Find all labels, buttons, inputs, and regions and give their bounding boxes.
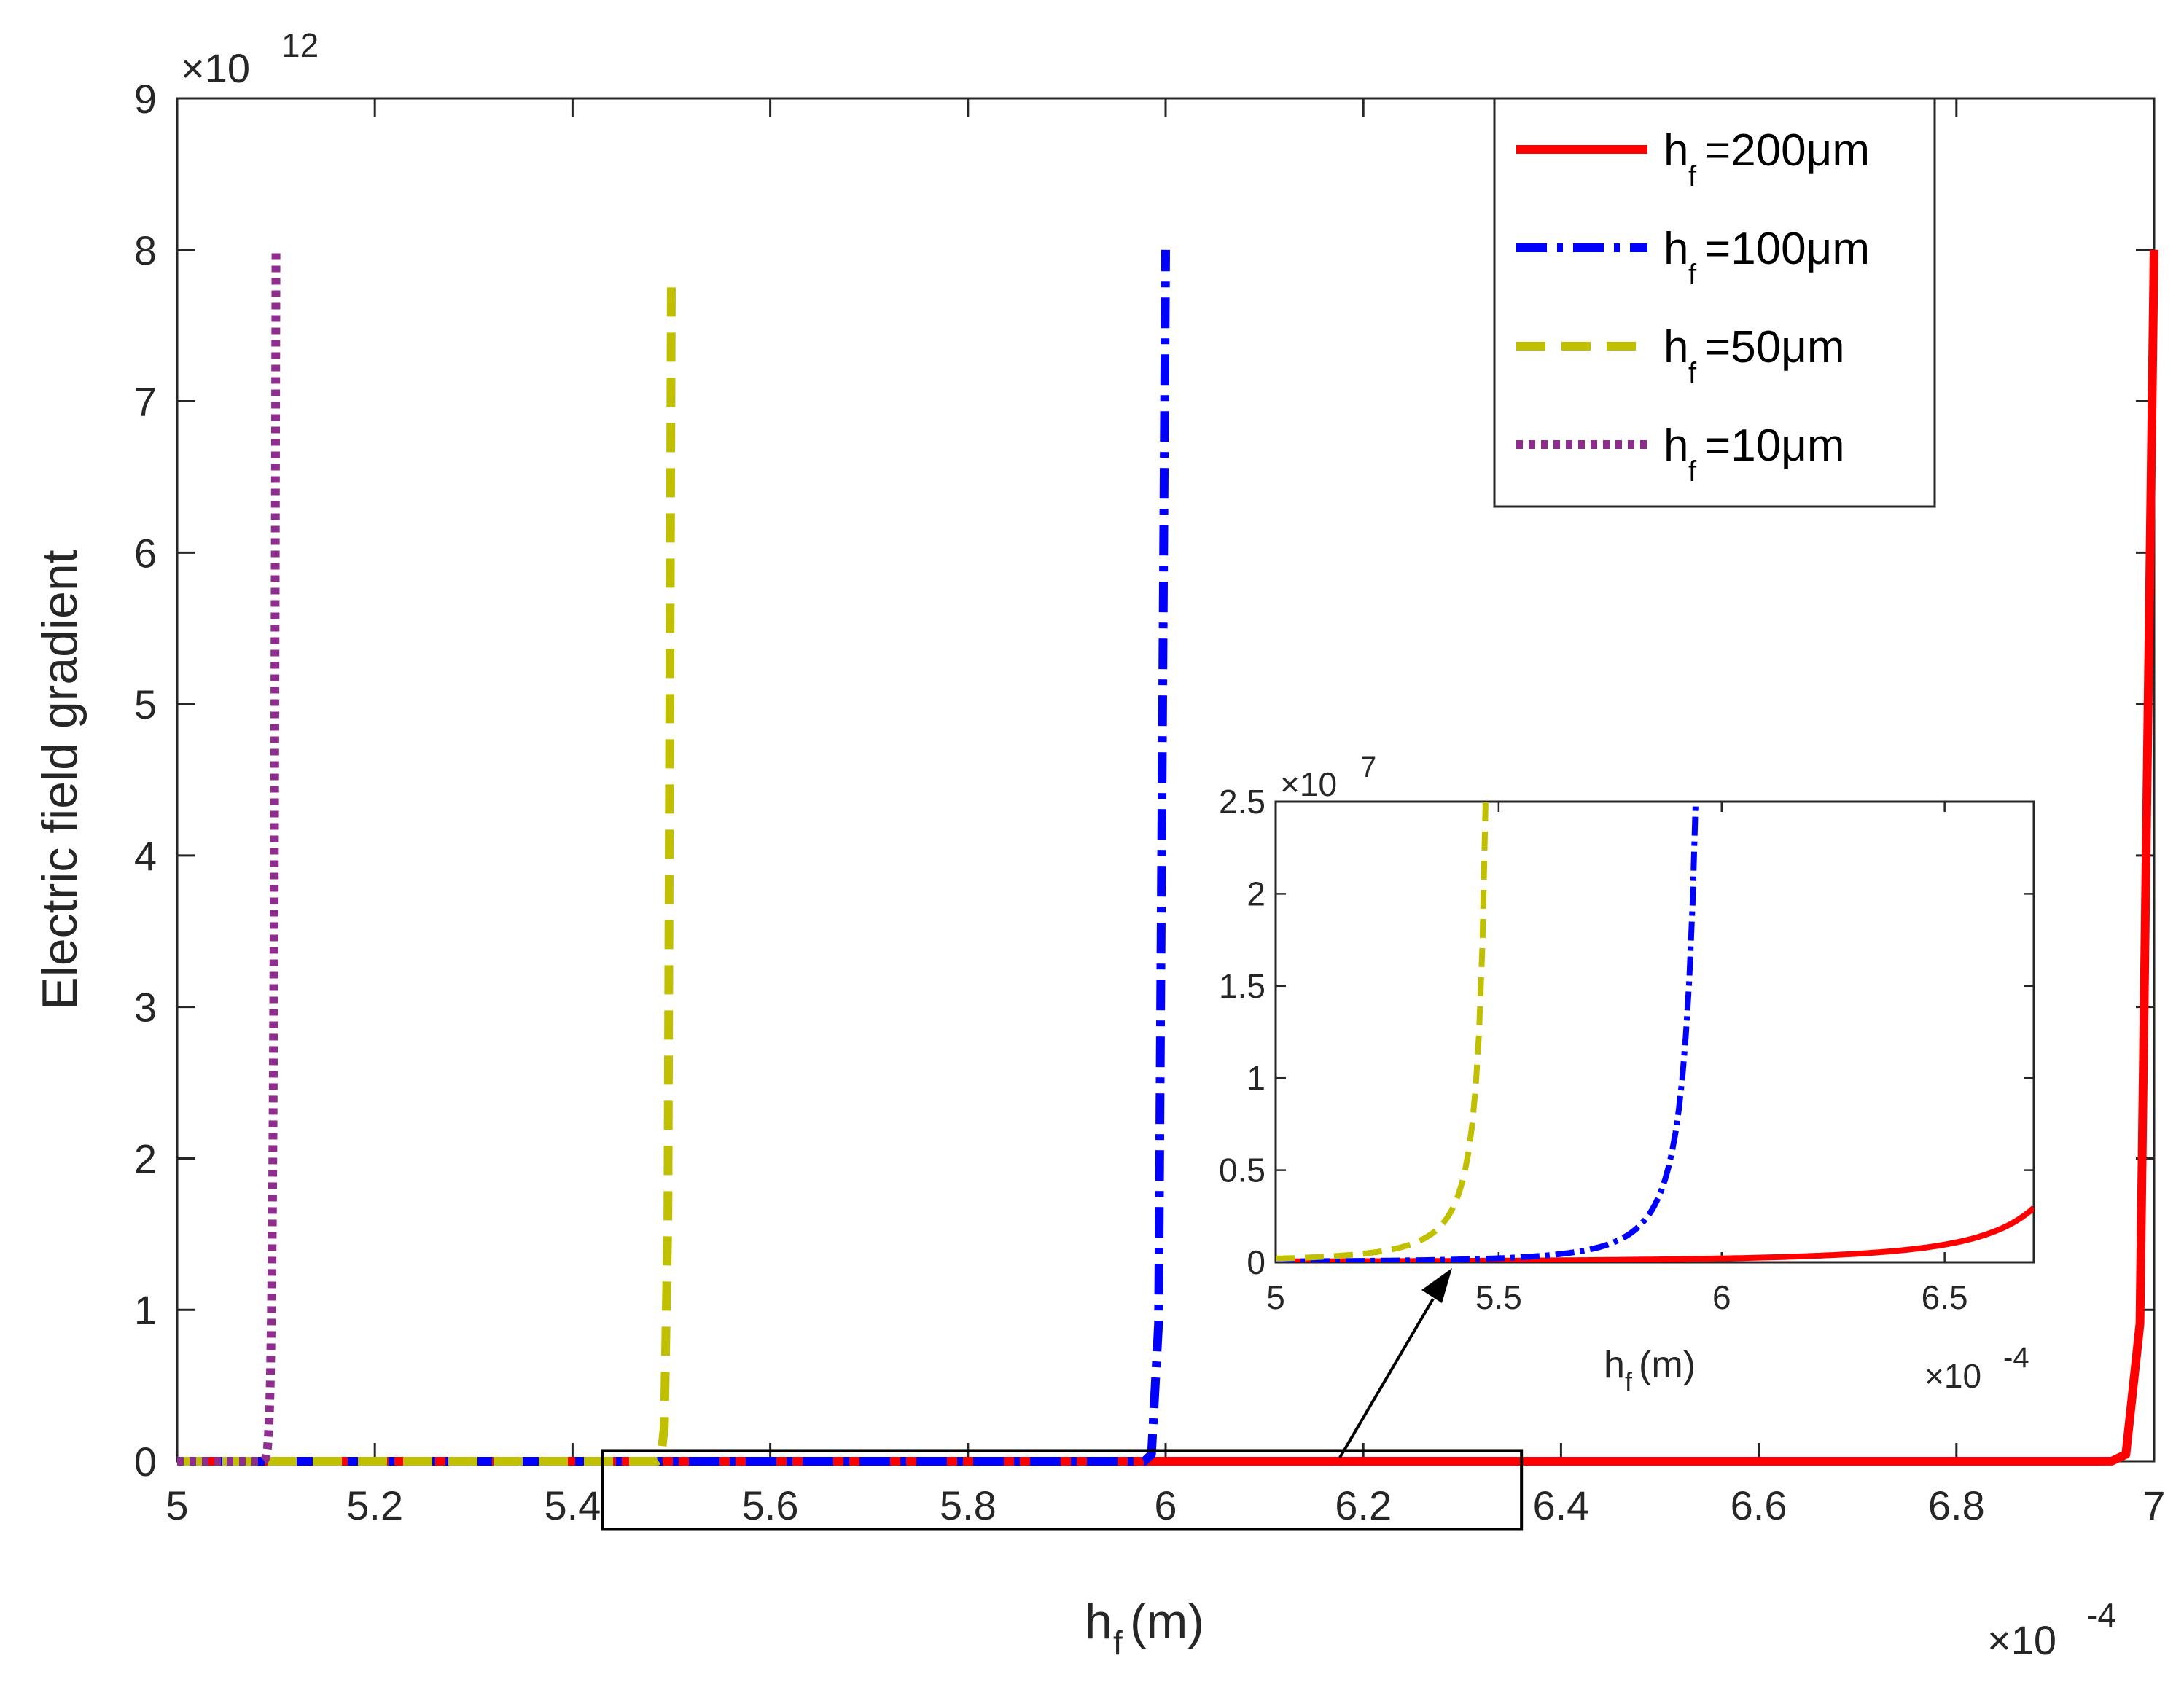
svg-text:h: h [1664,224,1688,274]
inset-y-tick-label: 1.5 [1219,967,1265,1005]
svg-text:=100μm: =100μm [1704,224,1870,274]
main-x-tick-label: 6.2 [1335,1482,1392,1528]
svg-text:h: h [1085,1594,1112,1649]
legend-box [1493,97,1936,508]
main-y-tick-label: 3 [134,985,157,1031]
svg-text:=10μm: =10μm [1704,421,1845,471]
main-y-tick-label: 9 [134,76,157,122]
inset-chart: 5 5.5 6 6.5 0 0.5 1 1.5 2 2.5 ×10 7 ×10 -4 h f (m… [1219,751,2035,1396]
inset-y-tick-label: 0.5 [1219,1152,1265,1189]
main-series-line-1 [177,249,1170,1466]
legend-label-2: hf=50μm [1664,322,1845,389]
main-x-tick-label: 5 [165,1482,188,1528]
inset-x-tick-label: 6.5 [1922,1278,1968,1316]
main-series-line-2 [176,280,676,1466]
svg-text:h: h [1604,1344,1625,1386]
inset-y-tick-label: 0 [1247,1243,1265,1281]
main-x-tick-label: 5.2 [346,1482,403,1528]
main-y-tick-label: 5 [134,681,157,727]
main-x-tick-label: 5.4 [544,1482,601,1528]
main-x-tick-label: 6.6 [1731,1482,1787,1528]
main-x-tick-label: 6 [1154,1482,1177,1528]
inset-series-lines [1276,802,2034,1262]
svg-text:×10: ×10 [1987,1617,2056,1663]
main-x-tick-label: 5.6 [742,1482,799,1528]
main-x-tick-label: 6.4 [1532,1482,1589,1528]
svg-text:f: f [1688,160,1697,192]
legend-label-1: hf=100μm [1664,224,1870,291]
inset-y-tick-label: 1 [1247,1059,1265,1097]
svg-text:7: 7 [1360,751,1376,783]
inset-y-tick-label: 2 [1247,875,1265,912]
inset-y-exponent: ×10 7 [1280,751,1376,803]
inset-series-line-2 [1276,802,1489,1262]
inset-x-exponent: ×10 -4 [1924,1342,2029,1395]
zoom-region-box [601,1449,1524,1531]
main-y-tick-label: 2 [134,1135,157,1181]
main-y-tick-label: 1 [134,1287,157,1333]
main-x-axis-title: h f (m) [1085,1594,1204,1662]
svg-text:12: 12 [281,26,319,64]
svg-text:f: f [1625,1366,1633,1396]
main-y-tick-label: 0 [134,1439,157,1485]
svg-text:=200μm: =200μm [1704,125,1870,176]
legend-label-3: hf=10μm [1664,421,1845,488]
inset-series-line-1 [1276,802,1699,1262]
main-y-tick-label: 6 [134,530,157,576]
svg-text:f: f [1688,455,1697,488]
svg-text:-4: -4 [2086,1596,2116,1634]
inset-x-tick-label: 5 [1266,1278,1285,1316]
main-x-tick-label: 5.8 [940,1482,997,1528]
svg-text:h: h [1664,322,1688,372]
zoom-arrow-head [1421,1268,1452,1303]
svg-text:=50μm: =50μm [1704,322,1845,372]
svg-text:-4: -4 [2003,1342,2029,1374]
main-x-tick-label: 7 [2142,1482,2165,1528]
svg-text:f: f [1113,1624,1123,1662]
svg-text:f: f [1688,259,1697,291]
main-y-tick-label: 7 [134,379,157,425]
svg-text:h: h [1664,421,1688,471]
main-y-exponent: ×10 12 [181,26,319,91]
main-y-axis-title: Electric field gradient [32,550,87,1009]
inset-x-axis-title: h f (m) [1604,1344,1696,1396]
svg-text:×10: ×10 [1924,1357,1981,1395]
inset-x-tick-label: 5.5 [1475,1278,1522,1316]
legend-label-0: hf=200μm [1664,125,1870,192]
main-series-lines [173,249,2158,1466]
svg-text:f: f [1688,357,1697,389]
main-y-tick-label: 4 [134,833,157,879]
svg-text:(m): (m) [1130,1594,1204,1649]
inset-y-tick-label: 2.5 [1219,783,1265,821]
zoom-arrow-line [1338,1297,1435,1459]
svg-text:h: h [1664,125,1688,176]
inset-x-tick-label: 6 [1712,1278,1731,1316]
inset-series-line-0 [1276,1205,2034,1262]
svg-text:×10: ×10 [181,45,250,91]
main-ticks: 5 5.2 5.4 5.6 5.8 6 6.2 6.4 6.6 6.8 7 0 1 2 3 4 5 6 7 8 9 [134,76,2166,1528]
main-x-exponent: ×10 -4 [1987,1596,2116,1663]
svg-text:(m): (m) [1639,1344,1696,1386]
main-series-line-3 [173,249,281,1466]
svg-text:×10: ×10 [1280,765,1337,803]
main-x-tick-label: 6.8 [1928,1482,1985,1528]
inset-plot-area [1274,800,2035,1264]
main-y-tick-label: 8 [134,227,157,273]
